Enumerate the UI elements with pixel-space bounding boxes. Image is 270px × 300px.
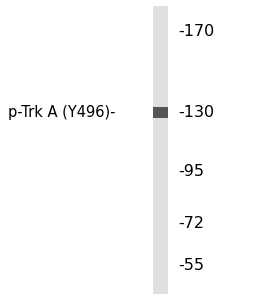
Text: p-Trk A (Y496)-: p-Trk A (Y496)- [8, 105, 116, 120]
Bar [153, 107, 168, 118]
Text: -55: -55 [178, 258, 204, 273]
Text: -72: -72 [178, 216, 204, 231]
Text: -170: -170 [178, 24, 214, 39]
Bar [153, 6, 168, 294]
Text: -95: -95 [178, 164, 204, 178]
Text: -130: -130 [178, 105, 214, 120]
